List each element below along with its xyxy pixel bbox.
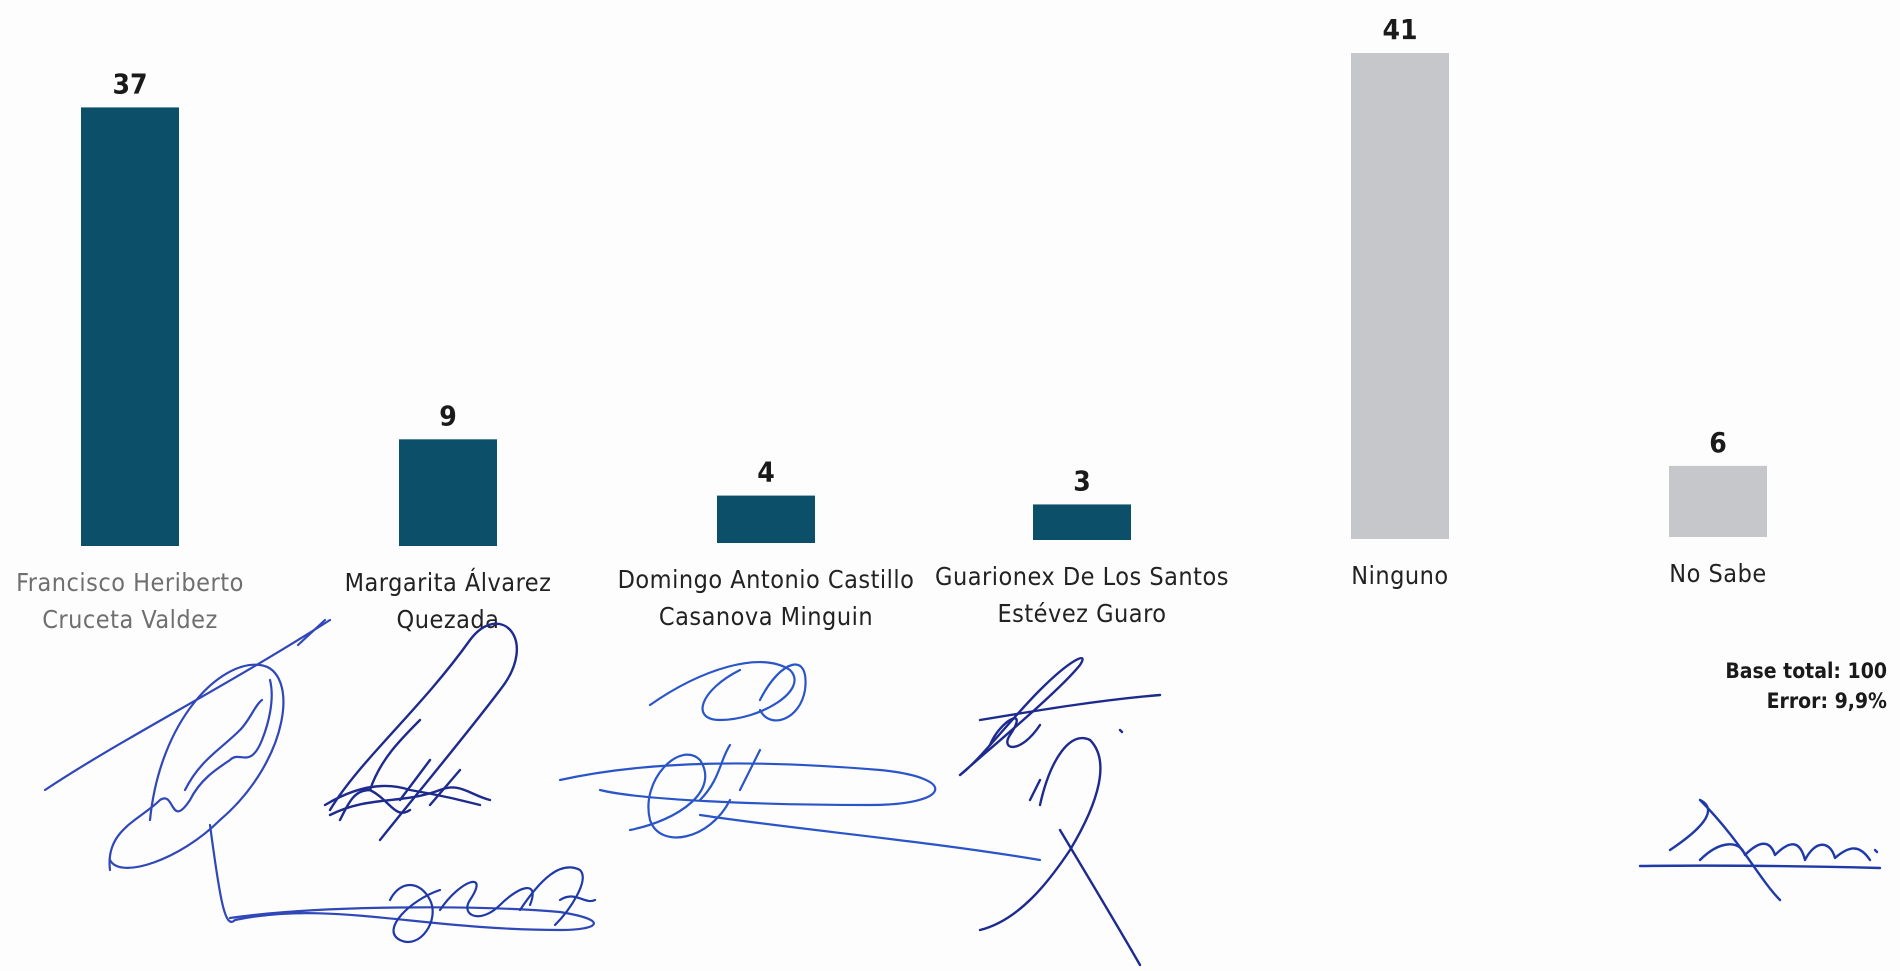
footnote: Base total: 100 Error: 9,9%	[1725, 656, 1887, 716]
value-label-6: 6	[1709, 426, 1727, 459]
category-label-3: Domingo Antonio Castillo Casanova Minguin	[618, 565, 915, 631]
bar-6	[1669, 465, 1767, 537]
category-label-4: Guarionex De Los Santos Estévez Guaro	[935, 562, 1229, 628]
bar-1	[81, 107, 179, 546]
value-label-1: 37	[112, 67, 147, 100]
value-label-3: 4	[757, 456, 775, 489]
value-label-4: 3	[1073, 464, 1091, 497]
base-total-label: Base total: 100	[1725, 659, 1887, 683]
error-label: Error: 9,9%	[1766, 689, 1887, 713]
bar-5	[1351, 53, 1449, 539]
bar-3	[717, 495, 815, 543]
category-label-6: No Sabe	[1669, 559, 1766, 588]
bar-2	[399, 439, 497, 546]
category-label-2: Margarita Álvarez Quezada	[345, 568, 552, 634]
value-label-5: 41	[1382, 13, 1417, 46]
category-label-5: Ninguno	[1351, 561, 1448, 590]
bar-4	[1033, 504, 1131, 540]
value-label-2: 9	[439, 399, 457, 432]
category-label-1: Francisco Heriberto Cruceta Valdez	[16, 568, 244, 634]
